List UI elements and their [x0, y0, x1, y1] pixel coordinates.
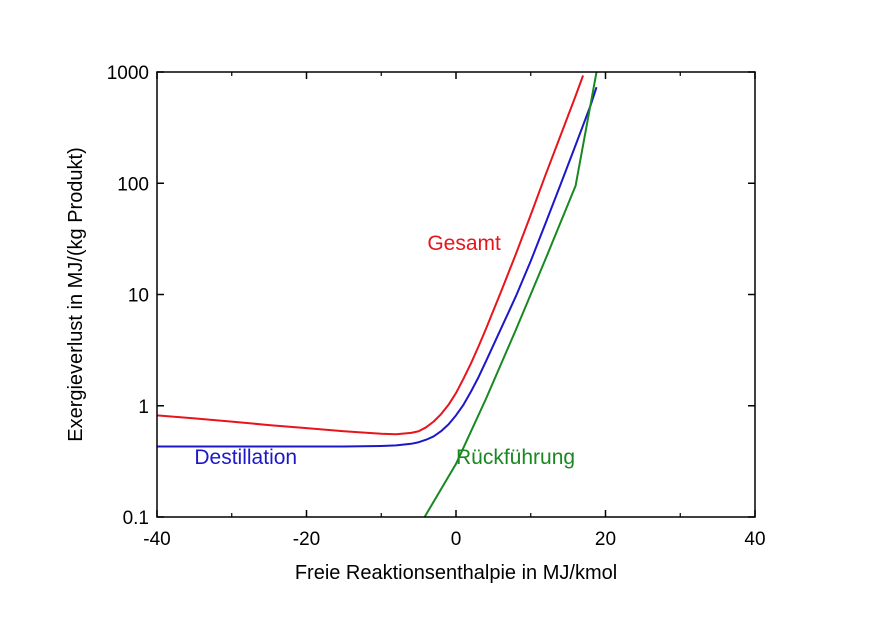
y-tick-label: 100	[117, 174, 149, 195]
series-label-gesamt: Gesamt	[427, 232, 501, 255]
x-axis-title: Freie Reaktionsenthalpie in MJ/kmol	[295, 562, 617, 584]
x-tick-label: 40	[744, 529, 765, 550]
y-tick-label: 10	[128, 286, 149, 307]
y-tick-label: 0.1	[123, 508, 149, 529]
axis-ticks	[156, 71, 756, 518]
y-axis-title: Exergieverlust in MJ/(kg Produkt)	[65, 147, 87, 442]
plot-lines	[157, 72, 598, 517]
series-line-0	[157, 75, 585, 436]
series-label-rueckfuehrung: Rückführung	[456, 446, 575, 469]
axis-tick-labels: -40 -20 0 20 40 0.1 1 10 100 1000	[107, 63, 766, 550]
series-line-1	[157, 86, 598, 448]
x-tick-label: -40	[143, 529, 170, 550]
x-tick-label: -20	[293, 529, 320, 550]
series-label-destillation: Destillation	[194, 446, 297, 469]
x-tick-label: 20	[595, 529, 616, 550]
x-tick-label: 0	[451, 529, 462, 550]
series-line-2	[423, 72, 598, 517]
y-tick-label: 1	[138, 397, 149, 418]
y-tick-label: 1000	[107, 63, 149, 84]
